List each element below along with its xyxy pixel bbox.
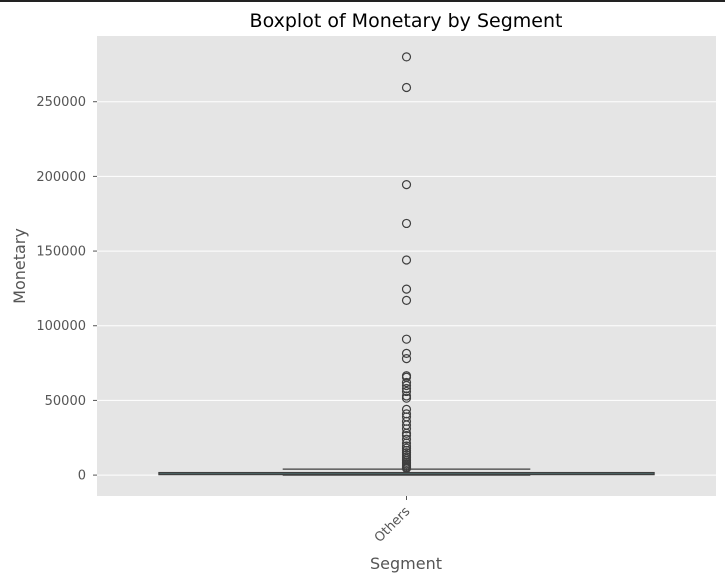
window-top-border xyxy=(0,0,725,2)
x-tick-label: Others xyxy=(372,504,414,546)
y-axis-label: Monetary xyxy=(10,228,29,304)
outlier-point xyxy=(401,463,412,473)
outlier-point xyxy=(401,386,412,397)
y-tick-label: 150000 xyxy=(36,245,86,260)
outlier-point xyxy=(401,52,412,62)
outlier-point xyxy=(401,255,412,265)
outlier-point xyxy=(401,82,412,93)
x-axis-label: Segment xyxy=(370,554,442,573)
y-tick-label: 100000 xyxy=(36,319,86,334)
outlier-point xyxy=(401,284,412,294)
outlier-point xyxy=(401,434,412,444)
outlier-point xyxy=(401,334,412,344)
x-axis-ticks: Others xyxy=(372,496,414,546)
outlier-point xyxy=(401,180,412,190)
outlier-point xyxy=(401,377,412,388)
outlier-point xyxy=(401,348,412,358)
y-axis-ticks: 0 50000 100000 150000 200000 250000 xyxy=(36,95,97,484)
y-tick-label: 200000 xyxy=(36,170,86,185)
outlier-point xyxy=(401,218,412,229)
outlier-point xyxy=(401,353,412,364)
box-group xyxy=(158,468,655,476)
plot-area xyxy=(97,36,716,496)
y-tick-label: 50000 xyxy=(45,394,86,409)
outlier-point xyxy=(401,380,412,391)
y-tick-label: 250000 xyxy=(36,95,86,110)
outlier-point xyxy=(401,393,412,403)
chart-title: Boxplot of Monetary by Segment xyxy=(250,10,563,32)
outlier-points xyxy=(401,52,412,473)
outlier-point xyxy=(401,424,412,434)
y-tick-label: 0 xyxy=(78,469,86,484)
outlier-point xyxy=(401,295,412,305)
